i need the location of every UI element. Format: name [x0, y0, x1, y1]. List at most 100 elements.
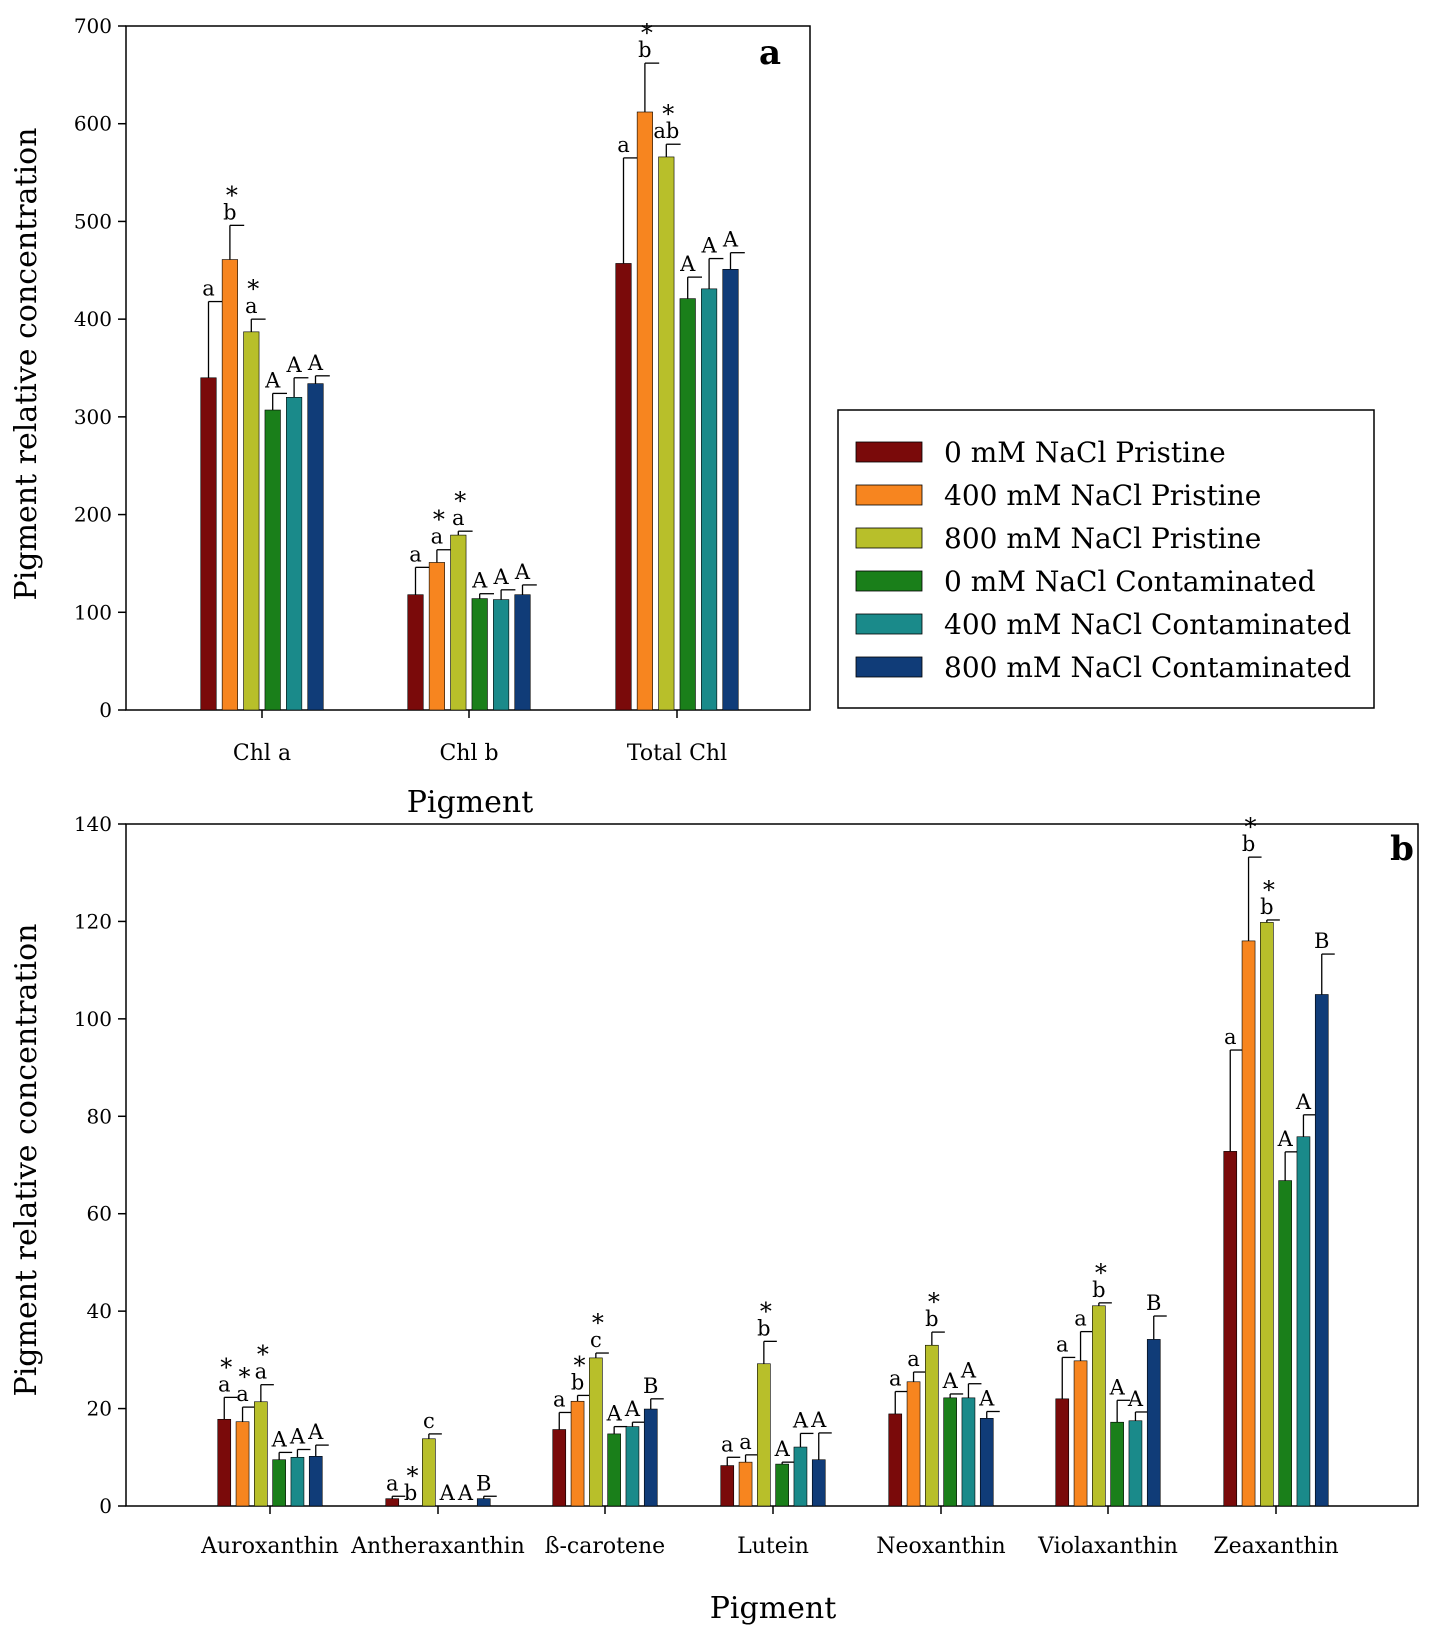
panel-a-bar-chl-b [493, 599, 510, 711]
panel-b-significance-letter: A [1109, 1375, 1126, 1399]
panel-b-bar-neoxanthin [979, 1418, 994, 1507]
panel-b-bar-neoxanthin [888, 1413, 903, 1507]
panel-b-significance-letter: A [271, 1427, 288, 1451]
legend-swatch-5 [855, 613, 923, 635]
panel-a-bar-chl-a [243, 331, 260, 711]
panel-a-bar-chl-b [450, 534, 467, 711]
panel-b-bar-lutein [793, 1446, 808, 1507]
legend-entry-4: 0 mM NaCl Contaminated [944, 565, 1316, 598]
panel-b-bar-violaxanthin [1055, 1398, 1070, 1507]
panel-b-category-label-neoxanthin: Neoxanthin [876, 1534, 1005, 1559]
panel-b-significance-letter: b [1092, 1278, 1105, 1302]
legend-swatch-1 [855, 441, 923, 463]
panel-a-bar-chl-a [221, 259, 238, 711]
panel-b-significance-letter: a [889, 1367, 902, 1391]
panel-b-bar-lutein [775, 1463, 789, 1507]
panel-b-significance-star: * [760, 1297, 772, 1325]
panel-a-significance-star: * [662, 100, 674, 128]
panel-b-category-label-carotene: ß-carotene [545, 1534, 665, 1559]
panel-b-bar-zeaxanthin [1278, 1180, 1292, 1507]
legend-swatch-2 [855, 484, 923, 506]
panel-b-bar-violaxanthin [1110, 1421, 1124, 1507]
panel-a-y-tick-label: 200 [74, 503, 112, 527]
panel-b-y-tick-label: 60 [87, 1202, 112, 1226]
panel-b-bar-neoxanthin [943, 1397, 957, 1507]
legend-entry-1: 0 mM NaCl Pristine [944, 436, 1226, 469]
panel-a-bar-chl-b [514, 594, 531, 711]
legend-entry-5: 400 mM NaCl Contaminated [944, 608, 1351, 641]
legend-swatch-6 [855, 656, 923, 678]
panel-a-significance-star: * [247, 275, 259, 303]
panel-b-bar-carotene [643, 1408, 658, 1507]
panel-b-significance-letter: a [255, 1360, 268, 1384]
panel-b-bar-zeaxanthin [1314, 994, 1329, 1507]
panel-b-y-tick-label: 40 [87, 1299, 112, 1323]
panel-b-significance-letter: A [960, 1359, 977, 1383]
panel-b-significance-star: * [239, 1363, 251, 1391]
legend-entry-2: 400 mM NaCl Pristine [944, 479, 1261, 512]
panel-b-significance-letter: A [810, 1408, 827, 1432]
panel-b-bar-antheraxanthin [422, 1438, 436, 1507]
panel-b-significance-letter: A [774, 1437, 791, 1461]
panel-a-significance-letter: A [493, 565, 510, 589]
panel-a-bar-total-chl [679, 298, 696, 711]
panel-b-significance-star: * [1245, 813, 1257, 841]
panel-b-significance-letter: b [571, 1370, 584, 1394]
panel-b-significance-letter: A [457, 1481, 474, 1505]
panel-b-bar-lutein [811, 1459, 826, 1507]
panel-b-significance-letter: B [1314, 929, 1329, 953]
legend-entry-6: 800 mM NaCl Contaminated [944, 651, 1351, 684]
panel-b-y-tick-label: 20 [87, 1397, 112, 1421]
panel-b-bar-lutein [738, 1461, 753, 1507]
panel-b-y-tick-label: 100 [74, 1007, 112, 1031]
panel-a-bar-chl-a [264, 409, 281, 711]
legend-swatch-4 [855, 570, 923, 592]
panel-a-significance-star: * [226, 181, 238, 209]
panel-a-x-axis-title: Pigment [407, 785, 534, 820]
panel-b-significance-letter: a [907, 1347, 920, 1371]
panel-a-label: a [759, 33, 781, 73]
panel-a-y-tick-label: 100 [74, 600, 112, 624]
panel-b-significance-letter: a [1056, 1332, 1069, 1356]
panel-b-chart: b Pigment Pigment relative concentration… [9, 812, 1419, 1626]
panel-b-significance-letter: a [386, 1471, 399, 1495]
panel-a-significance-letter: b [638, 38, 651, 62]
panel-b-category-label-lutein: Lutein [737, 1534, 809, 1559]
panel-b-bar-auroxanthin [217, 1418, 232, 1507]
panel-a-significance-letter: a [245, 294, 258, 318]
panel-b-bar-antheraxanthin [385, 1498, 400, 1507]
panel-b-bar-zeaxanthin [1241, 940, 1256, 1507]
legend-swatch-3 [855, 527, 923, 549]
panel-a-significance-letter: A [307, 351, 324, 375]
panel-b-significance-letter: b [757, 1316, 770, 1340]
panel-a-significance-letter: A [514, 560, 531, 584]
panel-b-significance-letter: a [218, 1372, 231, 1396]
panel-a-category-label-chl-a: Chl a [233, 741, 291, 766]
panel-b-significance-letter: b [404, 1481, 417, 1505]
panel-b-significance-letter: A [978, 1386, 995, 1410]
panel-b-significance-letter: A [289, 1424, 306, 1448]
panel-b-category-label-auroxanthin: Auroxanthin [200, 1534, 339, 1559]
panel-b-bar-auroxanthin [308, 1456, 323, 1507]
panel-b-bar-auroxanthin [272, 1459, 286, 1507]
panel-b-category-label-antheraxanthin: Antheraxanthin [350, 1534, 525, 1559]
panel-a-significance-letter: ab [653, 119, 679, 143]
panel-b-significance-letter: a [236, 1382, 249, 1406]
panel-a-bar-chl-b [428, 562, 445, 711]
panel-b-bar-zeaxanthin [1296, 1136, 1311, 1507]
panel-a-category-label-total-chl: Total Chl [627, 741, 727, 766]
panel-a-bar-total-chl [636, 111, 653, 711]
panel-b-bar-carotene [607, 1433, 621, 1507]
panel-b-y-tick-label: 140 [74, 812, 112, 836]
panel-b-bar-neoxanthin [961, 1397, 976, 1507]
panel-a-y-tick-label: 400 [74, 307, 112, 331]
panel-b-significance-star: * [220, 1353, 232, 1381]
panel-b-y-tick-label: 0 [99, 1494, 112, 1518]
panel-b-bar-violaxanthin [1092, 1305, 1106, 1507]
panel-b-plot-frame [125, 823, 1419, 1507]
panel-b-bar-violaxanthin [1073, 1360, 1088, 1507]
panel-a-significance-star: * [641, 19, 653, 47]
panel-a-significance-letter: b [223, 200, 236, 224]
panel-b-significance-star: * [1095, 1259, 1107, 1287]
panel-b-significance-letter: A [1127, 1387, 1144, 1411]
